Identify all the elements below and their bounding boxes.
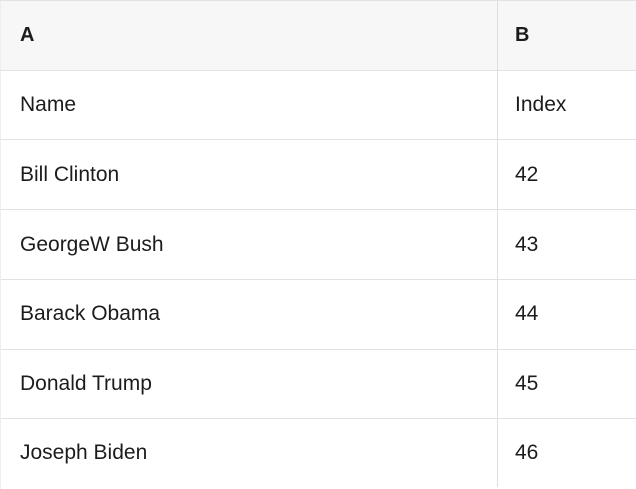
cell-index-header[interactable]: Index bbox=[515, 93, 567, 117]
column-header-a[interactable]: A bbox=[1, 1, 498, 70]
table-row: Name Index bbox=[1, 70, 636, 141]
cell-index-44[interactable]: 44 bbox=[515, 302, 539, 326]
table-row: Bill Clinton 42 bbox=[1, 140, 636, 211]
cell-name-bill-clinton[interactable]: Bill Clinton bbox=[1, 140, 498, 210]
cell-name-barack-obama[interactable]: Barack Obama bbox=[1, 279, 498, 349]
cell-name-header[interactable]: Name bbox=[1, 70, 498, 140]
table-row: Donald Trump 45 bbox=[1, 349, 636, 420]
table-header-row: A B bbox=[1, 1, 636, 71]
table-row: Joseph Biden 46 bbox=[1, 419, 636, 488]
column-header-b[interactable]: B bbox=[515, 23, 530, 46]
cell-name-donald-trump[interactable]: Donald Trump bbox=[1, 349, 498, 419]
cell-index-42[interactable]: 42 bbox=[515, 162, 539, 186]
cell-name-georgew-bush[interactable]: GeorgeW Bush bbox=[1, 210, 498, 279]
table-row: Barack Obama 44 bbox=[1, 279, 636, 350]
cell-index-43[interactable]: 43 bbox=[515, 232, 539, 256]
cell-name-joseph-biden[interactable]: Joseph Biden bbox=[1, 419, 498, 488]
cell-index-46[interactable]: 46 bbox=[515, 441, 539, 465]
table-row: GeorgeW Bush 43 bbox=[1, 210, 636, 280]
cell-index-45[interactable]: 45 bbox=[515, 371, 539, 395]
